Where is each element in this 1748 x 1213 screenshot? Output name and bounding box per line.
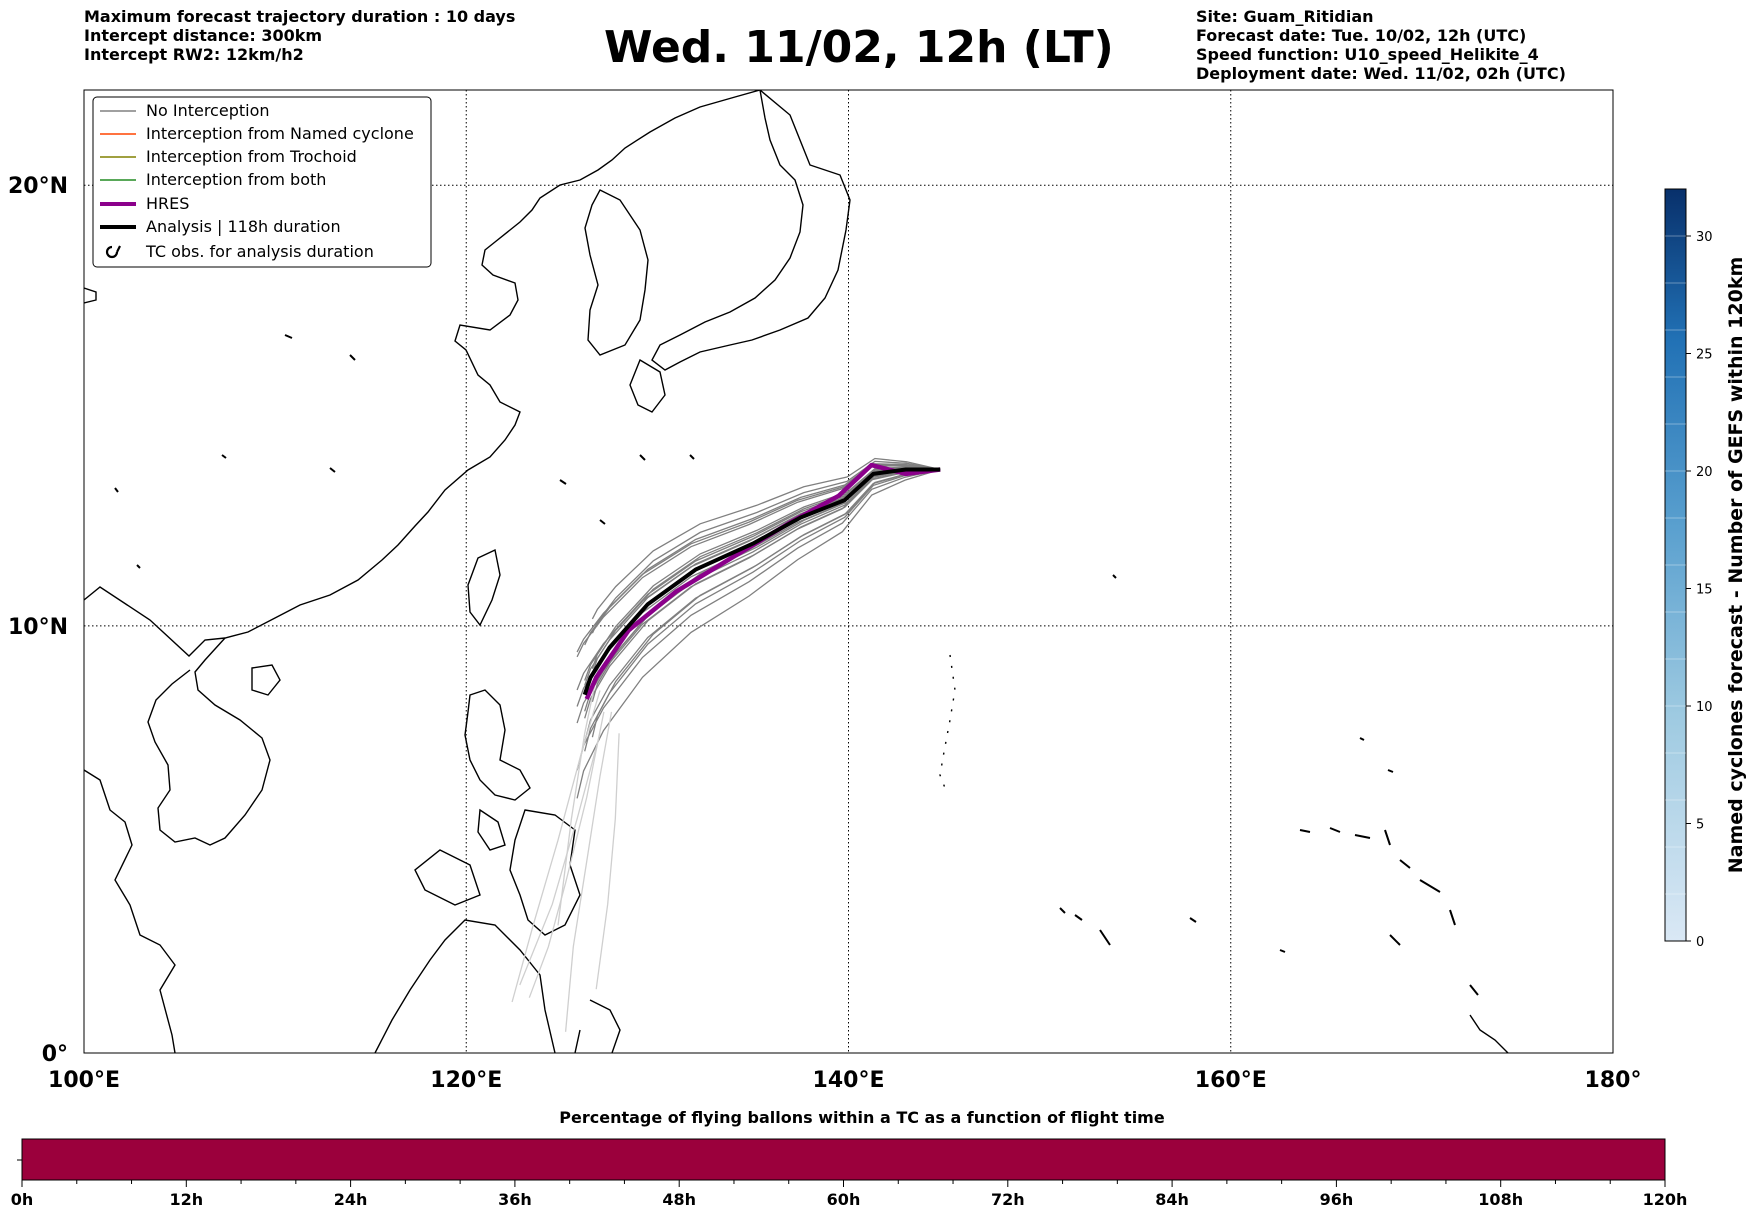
legend-label-4: HRES <box>146 194 189 213</box>
site-info-block: Site: Guam_Ritidian Forecast date: Tue. … <box>1196 7 1566 83</box>
analysis-trajectory <box>582 467 941 696</box>
faded-trajectory <box>528 711 605 998</box>
max-duration-text: Maximum forecast trajectory duration : 1… <box>84 7 516 26</box>
lon-tick-label: 120°E <box>430 1068 502 1093</box>
percentage-tick-label: 36h <box>498 1190 532 1209</box>
borneo-coast <box>374 919 556 1053</box>
faded-trajectory <box>595 733 620 990</box>
pacific-islands <box>1059 827 1479 996</box>
intercept-distance-text: Intercept distance: 300km <box>84 26 323 45</box>
colorbar-gradient <box>1664 188 1687 942</box>
ensemble-trajectory <box>584 463 941 646</box>
lat-tick-label: 10°N <box>8 615 68 640</box>
lat-tick-label: 0° <box>42 1042 68 1067</box>
colorbar-tick-label: 15 <box>1696 583 1713 598</box>
speed-function-text: Speed function: U10_speed_Helikite_4 <box>1196 45 1539 64</box>
colorbar-tick-label: 30 <box>1696 230 1713 245</box>
faded-trajectory <box>564 711 613 1032</box>
percentage-tick-label: 108h <box>1478 1190 1523 1209</box>
percentage-tick-label: 120h <box>1643 1190 1688 1209</box>
site-text: Site: Guam_Ritidian <box>1196 7 1374 26</box>
percentage-tick-label: 84h <box>1155 1190 1189 1209</box>
percentage-bar: Percentage of flying ballons within a TC… <box>11 1108 1688 1209</box>
page-title: Wed. 11/02, 12h (LT) <box>604 22 1114 73</box>
forecast-date-text: Forecast date: Tue. 10/02, 12h (UTC) <box>1196 26 1527 45</box>
lon-tick-label: 140°E <box>813 1068 885 1093</box>
percentage-tick-label: 60h <box>827 1190 861 1209</box>
percentage-bar-title: Percentage of flying ballons within a TC… <box>559 1108 1165 1127</box>
japan-coast <box>651 90 851 371</box>
ensemble-trajectory <box>584 468 941 712</box>
percentage-bar-ticks: 0h 12h 24h 36h 48h 60h 72h 84h 96h 108h 120h <box>11 1180 1688 1209</box>
colorbar-levels <box>1665 235 1686 895</box>
colorbar-tick-label: 20 <box>1696 465 1713 480</box>
kyushu-coast <box>629 358 666 413</box>
ensemble-trajectory <box>591 457 941 620</box>
coastlines <box>84 90 1509 1053</box>
sulawesi-coast <box>574 999 621 1053</box>
colorbar-tick-label: 25 <box>1696 348 1713 363</box>
lon-tick-label: 160°E <box>1195 1068 1267 1093</box>
ensemble-trajectory <box>584 468 941 743</box>
latitude-labels: 0°10°N20°N30°N40°N <box>8 174 68 1067</box>
legend-label-3: Interception from both <box>146 170 326 189</box>
percentage-tick-label: 96h <box>1320 1190 1354 1209</box>
faded-trajectory <box>511 690 601 1003</box>
percentage-tick-label: 24h <box>334 1190 368 1209</box>
percentage-tick-label: 12h <box>169 1190 203 1209</box>
lat-tick-label: 20°N <box>8 174 68 199</box>
ensemble-trajectory <box>591 460 941 634</box>
forecast-settings-block: Maximum forecast trajectory duration : 1… <box>84 7 515 64</box>
percentage-tick-label: 0h <box>11 1190 34 1209</box>
graticule <box>84 90 1613 1053</box>
colorbar-tick-label: 10 <box>1696 700 1713 715</box>
legend: No Interception Interception from Named … <box>92 96 432 268</box>
lon-tick-label: 180° <box>1585 1068 1642 1093</box>
philippines-islands <box>414 808 581 936</box>
percentage-tick-label: 48h <box>662 1190 696 1209</box>
lon-tick-label: 100°E <box>48 1068 120 1093</box>
ensemble-trajectories <box>511 457 941 1032</box>
percentage-bar-fill <box>21 1138 1666 1181</box>
colorbar-label: Named cyclones forecast - Number of GEFS… <box>1725 257 1747 874</box>
ensemble-trajectory <box>576 464 941 653</box>
faded-trajectory <box>519 733 601 986</box>
percentage-tick-label: 72h <box>991 1190 1025 1209</box>
asia-mainland-coast <box>84 90 761 657</box>
taiwan-coast <box>467 548 501 627</box>
ensemble-trajectory <box>584 468 941 719</box>
deployment-date-text: Deployment date: Wed. 11/02, 02h (UTC) <box>1196 64 1566 83</box>
intercept-rw2-text: Intercept RW2: 12km/h2 <box>84 45 304 64</box>
scattered-islets <box>114 334 1394 773</box>
korea-coast <box>584 189 649 356</box>
main-trajectories <box>582 462 941 700</box>
legend-label-2: Interception from Trochoid <box>146 147 357 166</box>
longitude-labels: 100°E 120°E 140°E 160°E 180° <box>48 1068 1641 1093</box>
legend-label-6: TC obs. for analysis duration <box>145 242 374 261</box>
faded-trajectory <box>557 668 599 926</box>
new-guinea-coast <box>1469 1014 1509 1053</box>
colorbar-ticks: 0 5 10 15 20 25 30 <box>1686 230 1713 950</box>
colorbar: 0 5 10 15 20 25 30 Named cyclones forecast - N… <box>1664 188 1747 950</box>
colorbar-tick-label: 5 <box>1696 818 1704 833</box>
legend-label-1: Interception from Named cyclone <box>146 124 414 143</box>
cyclone-symbol-icon <box>105 245 121 259</box>
legend-label-0: No Interception <box>146 101 270 120</box>
colorbar-tick-label: 0 <box>1696 935 1704 950</box>
indochina-coast <box>84 637 271 1053</box>
luzon-coast <box>464 689 531 801</box>
hainan-coast <box>251 664 281 696</box>
legend-label-5: Analysis | 118h duration <box>146 217 341 236</box>
